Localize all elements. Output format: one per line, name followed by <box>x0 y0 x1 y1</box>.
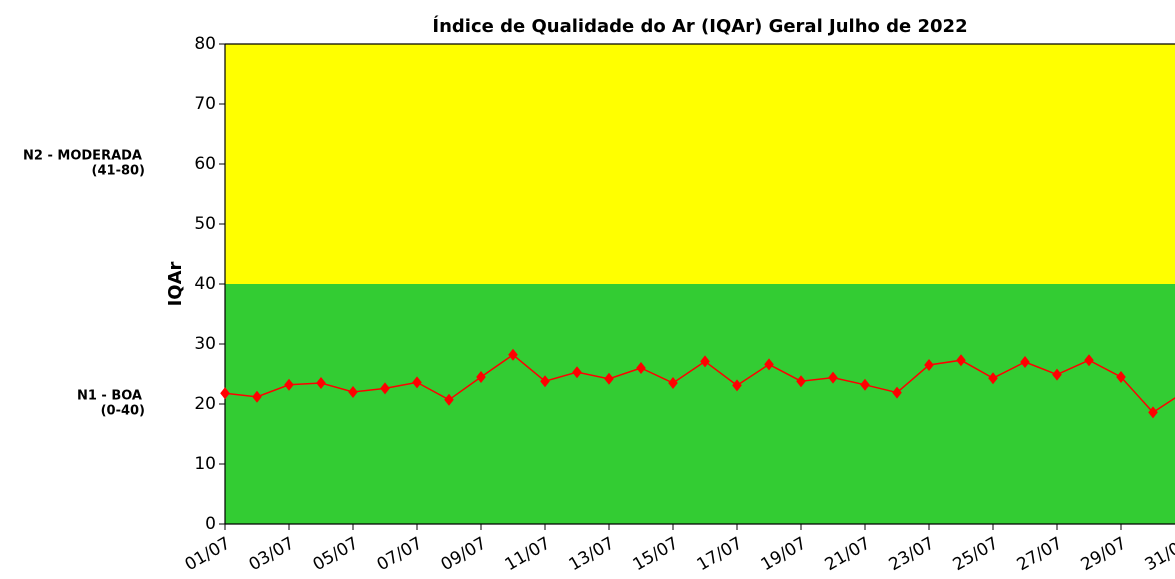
band-range: (41-80) <box>92 164 145 179</box>
y-tick-label: 80 <box>194 34 216 54</box>
point <box>348 386 358 398</box>
x-tick-label: 25/07 <box>950 533 1002 575</box>
y-tick-label: 60 <box>194 154 216 174</box>
chart-title: Índice de Qualidade do Ar (IQAr) Geral J… <box>432 15 967 37</box>
x-tick-label: 21/07 <box>822 533 874 575</box>
point <box>572 366 582 379</box>
y-tick-label: 20 <box>194 394 216 414</box>
band <box>225 284 1175 524</box>
x-tick-label: 11/07 <box>502 533 554 575</box>
point <box>668 377 678 389</box>
point <box>956 354 966 367</box>
x-tick-label: 07/07 <box>374 533 426 575</box>
y-tick-label: 10 <box>194 454 216 474</box>
point <box>252 390 262 403</box>
band-label: N1 - BOA <box>77 389 142 404</box>
point <box>220 387 230 400</box>
x-tick-label: 27/07 <box>1014 533 1066 575</box>
y-tick-label: 50 <box>194 214 216 234</box>
x-tick-label: 31/07 <box>1142 533 1175 575</box>
x-tick-label: 17/07 <box>694 533 746 575</box>
point <box>604 372 614 385</box>
point <box>476 371 486 383</box>
point <box>764 358 774 371</box>
point <box>540 375 550 388</box>
point <box>636 362 646 374</box>
point <box>860 378 870 391</box>
x-tick-label: 13/07 <box>566 533 618 575</box>
y-tick-label: 30 <box>194 334 216 354</box>
x-tick-label: 01/07 <box>182 533 234 575</box>
x-tick-label: 05/07 <box>310 533 362 575</box>
point <box>1052 368 1062 381</box>
point <box>316 377 326 389</box>
point <box>380 382 390 395</box>
point <box>444 393 454 406</box>
point <box>412 376 422 389</box>
point <box>700 355 710 368</box>
point <box>796 375 806 388</box>
point <box>1116 371 1126 383</box>
band-range: (0-40) <box>101 404 145 419</box>
y-tick-label: 40 <box>194 274 216 294</box>
point <box>1020 356 1030 368</box>
point <box>988 372 998 385</box>
x-tick-label: 03/07 <box>246 533 298 575</box>
point <box>892 386 902 399</box>
point <box>732 379 742 392</box>
point <box>508 348 518 361</box>
band-label: N2 - MODERADA <box>23 149 142 164</box>
x-tick-label: 23/07 <box>886 533 938 575</box>
point <box>1084 354 1094 367</box>
y-tick-label: 0 <box>205 514 216 534</box>
x-tick-label: 29/07 <box>1078 533 1130 575</box>
band <box>225 44 1175 284</box>
point <box>1148 406 1158 419</box>
x-tick-label: 15/07 <box>630 533 682 575</box>
y-axis-label: IQAr <box>165 261 186 306</box>
x-tick-label: 19/07 <box>758 533 810 575</box>
point <box>284 378 294 391</box>
point <box>828 371 838 384</box>
x-tick-label: 09/07 <box>438 533 490 575</box>
y-tick-label: 70 <box>194 94 216 114</box>
point <box>924 359 934 371</box>
